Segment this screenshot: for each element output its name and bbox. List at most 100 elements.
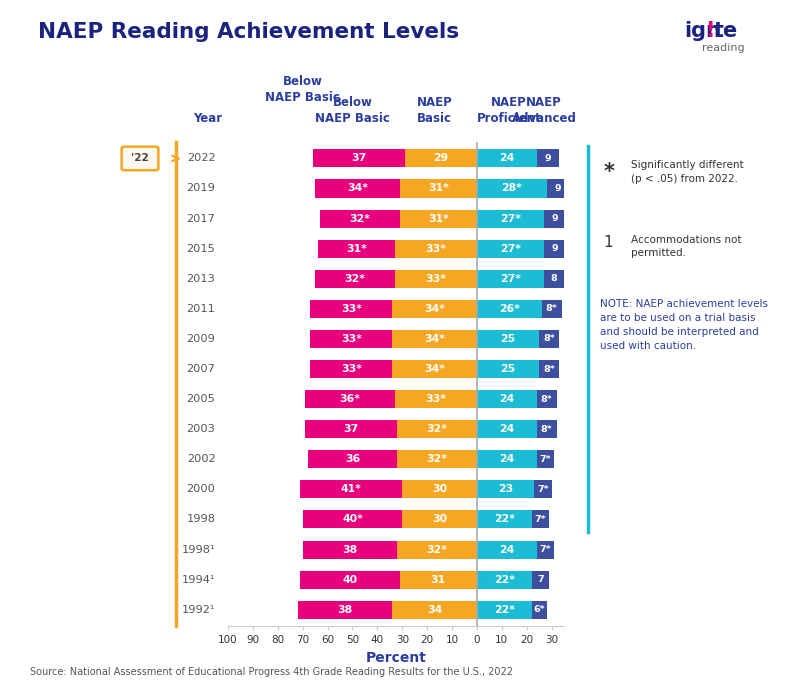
Bar (477, 420, 537, 438)
Text: 22*: 22* (494, 605, 514, 614)
Bar (532, 571, 549, 589)
Text: 7: 7 (537, 575, 544, 584)
Text: 29: 29 (434, 154, 448, 163)
Text: 25: 25 (501, 364, 515, 374)
Bar (544, 210, 566, 228)
Bar (539, 360, 559, 378)
Bar (477, 480, 534, 498)
Text: 2005: 2005 (186, 394, 215, 404)
Bar (477, 601, 532, 619)
Text: NAEP
Proficient: NAEP Proficient (477, 95, 542, 125)
Text: 2017: 2017 (186, 214, 215, 224)
Bar (398, 450, 477, 468)
Text: 7*: 7* (534, 515, 546, 524)
Text: reading: reading (702, 43, 745, 53)
Text: 38: 38 (338, 605, 353, 614)
Text: 1: 1 (604, 235, 614, 250)
Bar (300, 480, 402, 498)
Text: 31*: 31* (428, 183, 449, 194)
Text: 34*: 34* (347, 183, 368, 194)
Text: 33*: 33* (426, 274, 446, 284)
Bar (534, 480, 551, 498)
Bar (308, 450, 398, 468)
Bar (477, 239, 544, 257)
Text: 2013: 2013 (186, 274, 215, 284)
Text: NOTE: NAEP achievement levels
are to be used on a trial basis
and should be inte: NOTE: NAEP achievement levels are to be … (600, 299, 768, 351)
Bar (537, 540, 554, 558)
Text: 9: 9 (554, 184, 561, 193)
Bar (398, 540, 477, 558)
Text: !: ! (706, 21, 715, 41)
Text: 36*: 36* (339, 394, 360, 404)
Text: 26*: 26* (499, 304, 520, 314)
Text: 37: 37 (351, 154, 366, 163)
Bar (394, 270, 477, 288)
Bar (405, 149, 477, 167)
Text: 6*: 6* (534, 606, 545, 614)
Text: 7*: 7* (537, 485, 549, 494)
Bar (400, 571, 477, 589)
Bar (402, 480, 477, 498)
Text: 32*: 32* (426, 424, 447, 434)
Bar (477, 270, 544, 288)
Text: 24: 24 (499, 154, 514, 163)
Text: 27*: 27* (500, 244, 521, 254)
Text: NAEP
Basic: NAEP Basic (417, 95, 453, 125)
Text: *: * (603, 163, 614, 183)
Bar (477, 179, 546, 197)
Text: NAEP
Advanced: NAEP Advanced (512, 95, 577, 125)
Text: 1994¹: 1994¹ (182, 574, 215, 585)
Text: Year: Year (194, 111, 222, 125)
Text: 28*: 28* (502, 183, 522, 194)
Bar (532, 511, 549, 529)
Bar (394, 239, 477, 257)
Text: 2019: 2019 (186, 183, 215, 194)
Text: 8*: 8* (546, 304, 558, 313)
Bar (392, 360, 477, 378)
Text: 9: 9 (552, 244, 558, 253)
Text: 31*: 31* (346, 244, 366, 254)
Bar (302, 511, 402, 529)
Text: 34*: 34* (424, 364, 445, 374)
Text: 32*: 32* (426, 545, 447, 554)
Text: 33*: 33* (341, 334, 362, 344)
Text: 2002: 2002 (187, 454, 215, 464)
Bar (477, 360, 539, 378)
Text: Below
NAEP Basic: Below NAEP Basic (266, 75, 340, 104)
Text: 34: 34 (427, 605, 442, 614)
Bar (402, 511, 477, 529)
Text: 32*: 32* (350, 214, 370, 224)
Text: 40: 40 (342, 574, 358, 585)
Text: 2015: 2015 (186, 244, 215, 254)
Text: Below
NAEP Basic: Below NAEP Basic (315, 95, 390, 125)
Bar (477, 390, 537, 408)
Bar (315, 179, 400, 197)
Text: Accommodations not
permitted.: Accommodations not permitted. (631, 235, 742, 258)
Text: 38: 38 (342, 545, 358, 554)
Text: 33*: 33* (341, 364, 362, 374)
Bar (477, 149, 537, 167)
Text: 1998: 1998 (186, 514, 215, 525)
Text: 33*: 33* (341, 304, 362, 314)
Text: 40*: 40* (342, 514, 363, 525)
Text: 22*: 22* (494, 514, 514, 525)
Bar (477, 450, 537, 468)
Bar (477, 511, 532, 529)
Bar (539, 330, 559, 348)
Text: '22: '22 (131, 154, 149, 163)
Bar (400, 210, 477, 228)
Text: 8*: 8* (541, 425, 553, 434)
Text: 8*: 8* (543, 334, 555, 343)
Bar (542, 300, 562, 318)
Text: 30: 30 (432, 514, 447, 525)
Text: 27*: 27* (500, 214, 521, 224)
Bar (392, 300, 477, 318)
Bar (477, 330, 539, 348)
Text: NAEP Reading Achievement Levels: NAEP Reading Achievement Levels (38, 22, 459, 42)
Bar (394, 390, 477, 408)
Text: 8*: 8* (541, 394, 553, 403)
Text: 41*: 41* (341, 484, 362, 494)
Bar (537, 450, 554, 468)
Bar (315, 270, 394, 288)
Bar (310, 360, 392, 378)
